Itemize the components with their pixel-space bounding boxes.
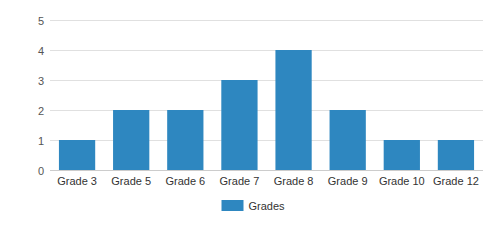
y-tick-label: 5 — [38, 15, 44, 27]
bar — [275, 50, 311, 170]
x-tick-label: Grade 3 — [57, 175, 97, 187]
x-tick-label: Grade 5 — [111, 175, 151, 187]
bar — [221, 80, 257, 170]
x-tick-label: Grade 9 — [328, 175, 368, 187]
legend-label: Grades — [249, 200, 286, 212]
x-tick-label: Grade 8 — [274, 175, 314, 187]
y-tick-label: 0 — [38, 165, 44, 177]
y-tick-label: 1 — [38, 135, 44, 147]
grid-line — [50, 80, 483, 81]
bars — [59, 50, 474, 170]
y-tick-label: 4 — [38, 45, 44, 57]
bar — [330, 110, 366, 170]
legend-swatch — [222, 200, 244, 211]
y-tick-label: 2 — [38, 105, 44, 117]
bar — [113, 110, 149, 170]
bar — [384, 140, 420, 170]
bar — [59, 140, 95, 170]
x-tick-label: Grade 7 — [220, 175, 260, 187]
grid-line — [50, 20, 483, 21]
bar — [438, 140, 474, 170]
legend: Grades — [222, 200, 286, 212]
x-tick-label: Grade 12 — [433, 175, 479, 187]
bar — [167, 110, 203, 170]
chart-container: 0 1 2 3 4 5 Grade 3 Grade 5 Grade 6 Grade 7 Grade … — [0, 0, 503, 228]
chart-svg: 0 1 2 3 4 5 Grade 3 Grade 5 Grade 6 Grade 7 Grade … — [0, 0, 503, 228]
grid-line — [50, 50, 483, 51]
grid-line — [50, 170, 483, 171]
y-tick-label: 3 — [38, 75, 44, 87]
x-tick-label: Grade 6 — [165, 175, 205, 187]
x-tick-label: Grade 10 — [379, 175, 425, 187]
